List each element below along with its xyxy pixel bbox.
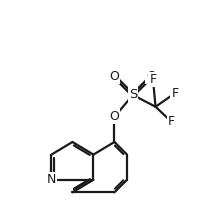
Text: F: F (149, 73, 157, 86)
Text: O: O (110, 110, 119, 123)
Text: S: S (129, 89, 137, 102)
Text: F: F (171, 87, 178, 100)
Text: O: O (147, 70, 156, 83)
Text: N: N (47, 173, 56, 186)
Text: F: F (168, 115, 175, 128)
Text: O: O (110, 70, 119, 83)
